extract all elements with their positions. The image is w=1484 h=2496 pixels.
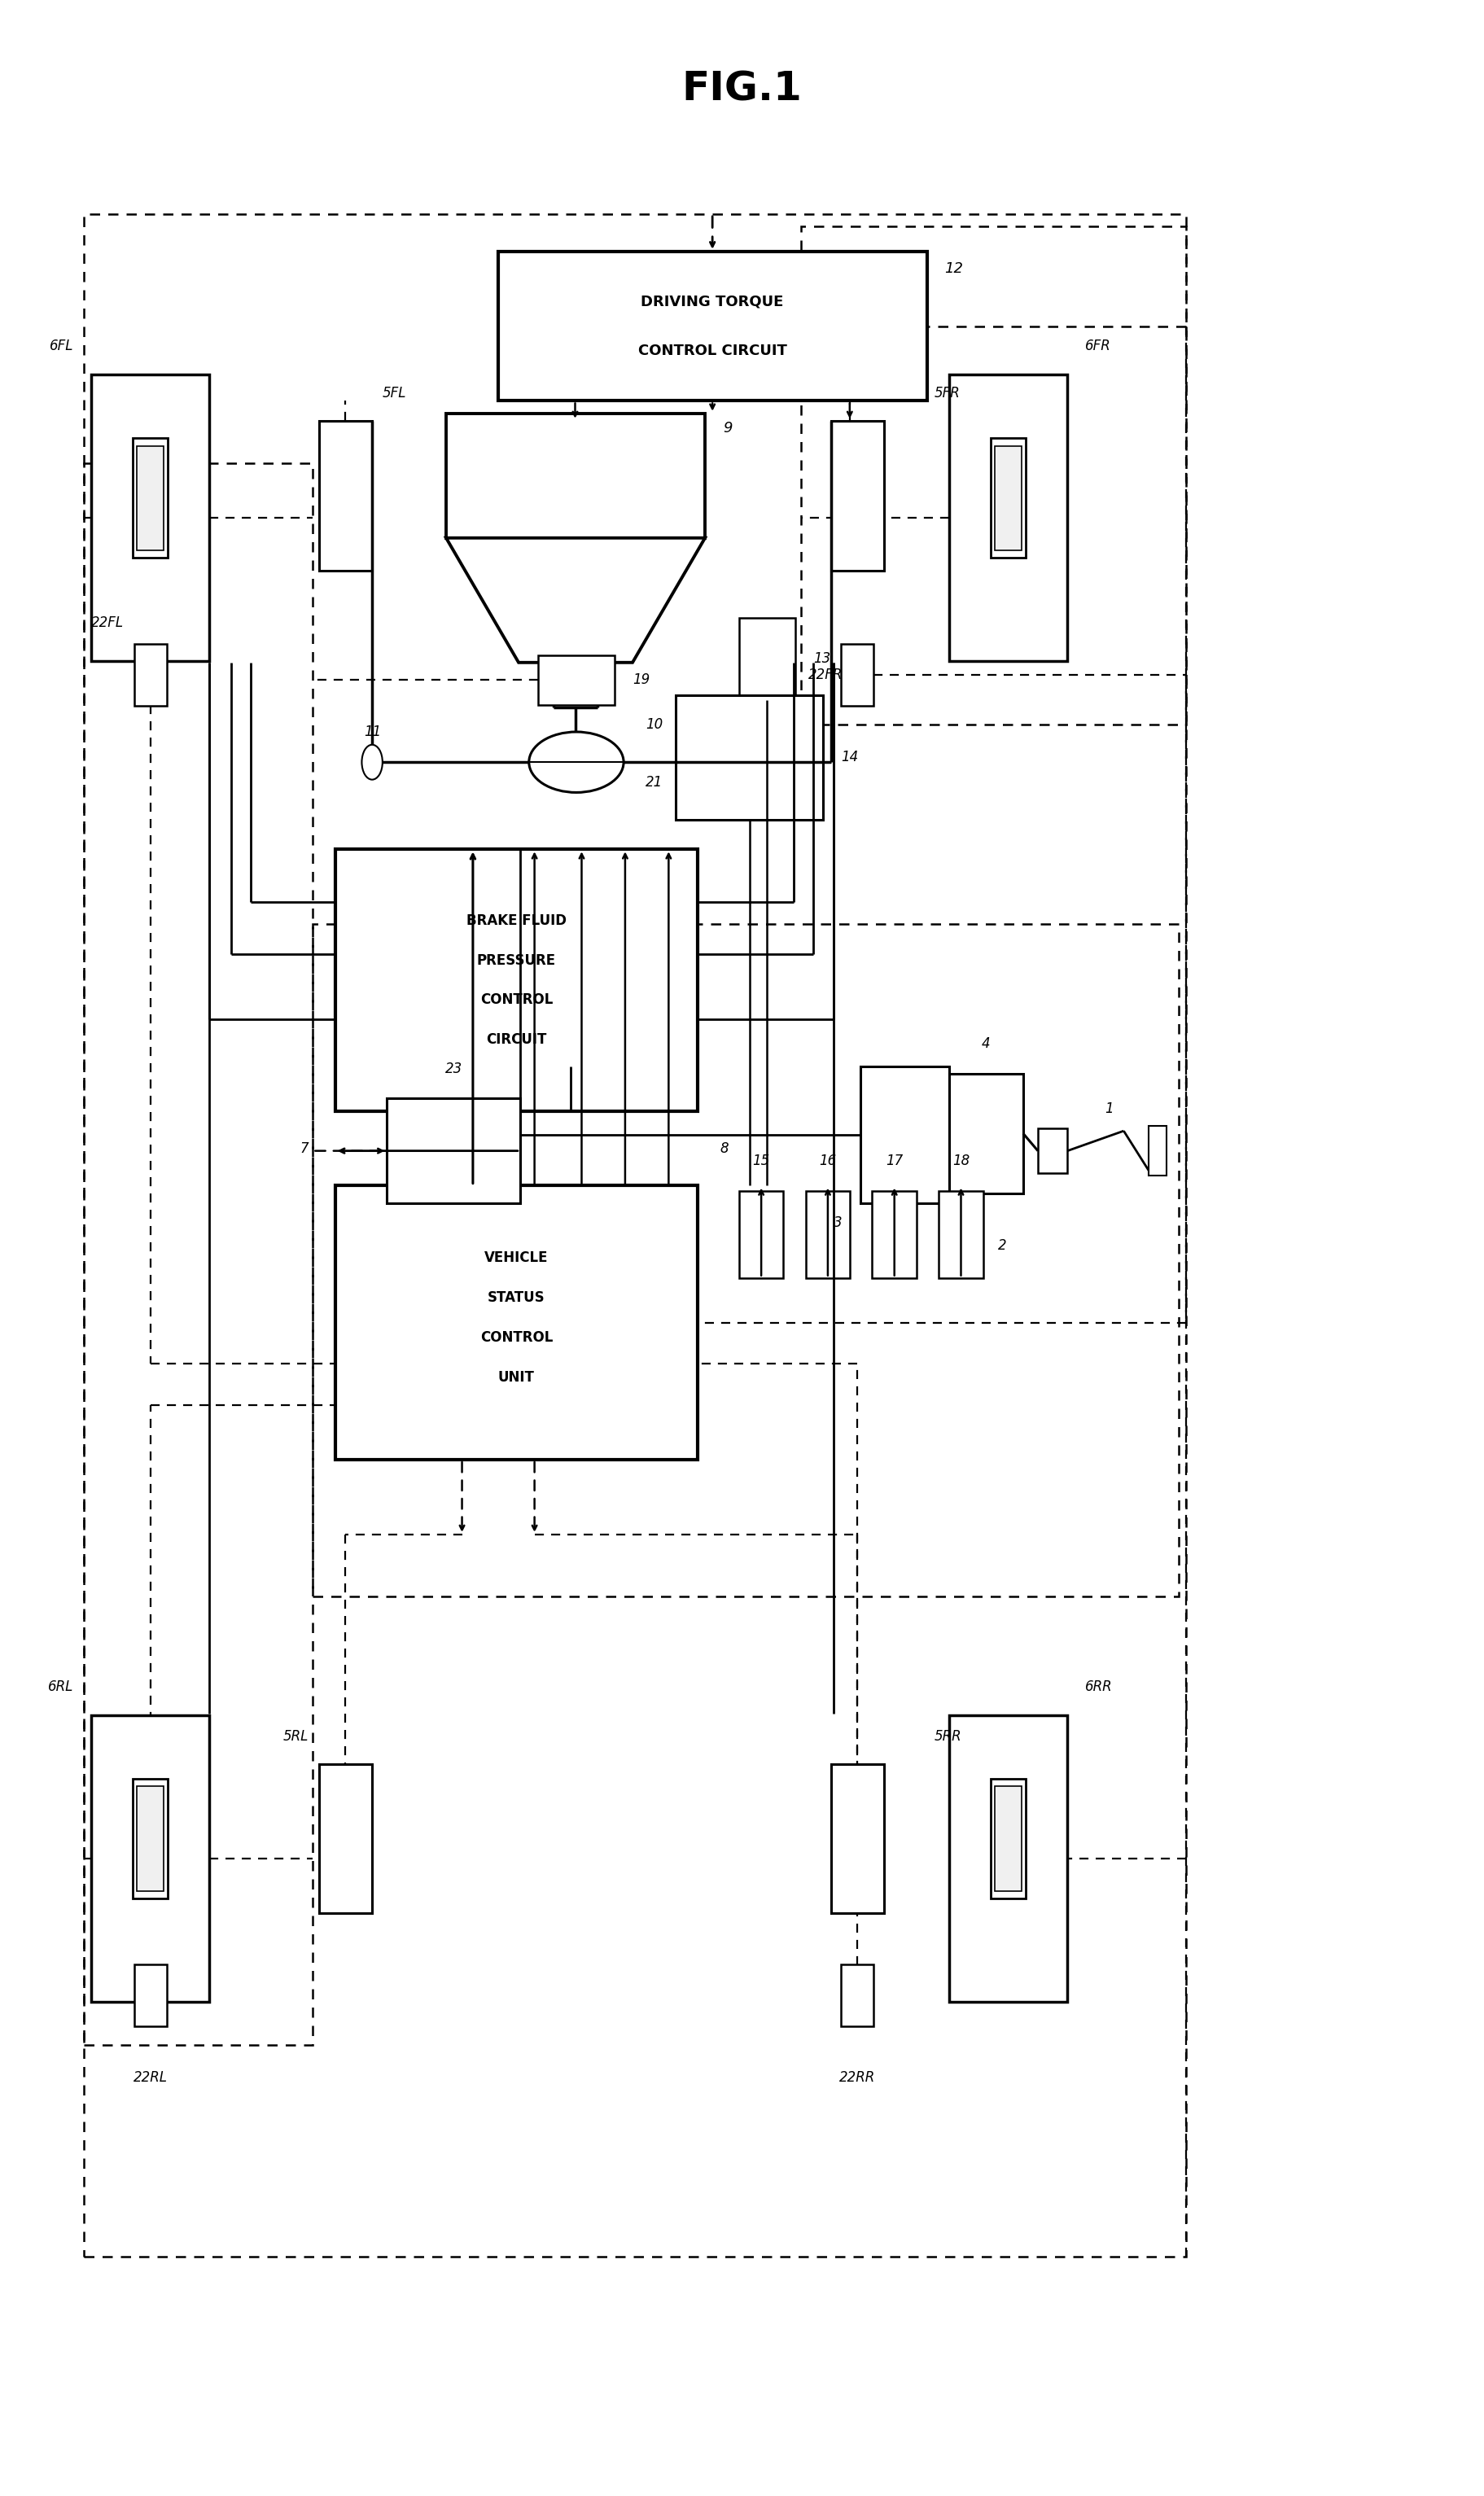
Text: DRIVING TORQUE: DRIVING TORQUE xyxy=(641,295,784,310)
Text: 22FL: 22FL xyxy=(91,617,123,629)
Bar xyxy=(499,252,928,402)
Text: 6FL: 6FL xyxy=(49,339,73,354)
Bar xyxy=(132,1780,168,1899)
Text: VEHICLE: VEHICLE xyxy=(484,1250,548,1265)
Bar xyxy=(806,1191,850,1278)
Text: 16: 16 xyxy=(819,1153,837,1168)
Text: PRESSURE: PRESSURE xyxy=(476,953,556,968)
Circle shape xyxy=(362,744,383,779)
Bar xyxy=(134,1964,166,2027)
Bar xyxy=(132,439,168,559)
Text: 1: 1 xyxy=(1104,1101,1113,1116)
Text: 9: 9 xyxy=(723,422,732,434)
Text: 22RL: 22RL xyxy=(134,2069,168,2084)
Text: 7: 7 xyxy=(300,1141,309,1156)
Bar xyxy=(994,1787,1021,1892)
Text: CONTROL CIRCUIT: CONTROL CIRCUIT xyxy=(638,344,787,359)
Text: 10: 10 xyxy=(646,719,663,731)
Text: 2: 2 xyxy=(997,1238,1006,1253)
Text: 22FR: 22FR xyxy=(809,666,843,681)
Bar xyxy=(447,414,705,539)
Bar xyxy=(841,644,874,706)
Bar xyxy=(950,374,1067,661)
Bar xyxy=(1037,1128,1067,1173)
Bar xyxy=(841,1964,874,2027)
Text: UNIT: UNIT xyxy=(499,1370,534,1385)
Text: 14: 14 xyxy=(841,749,858,764)
Text: CIRCUIT: CIRCUIT xyxy=(487,1033,546,1048)
Text: 13: 13 xyxy=(813,651,831,666)
Bar xyxy=(831,422,884,569)
Bar xyxy=(134,644,166,706)
Text: CONTROL: CONTROL xyxy=(479,993,552,1008)
Bar xyxy=(739,617,795,699)
Bar xyxy=(91,374,209,661)
Bar xyxy=(137,447,163,552)
Bar xyxy=(990,439,1025,559)
Bar xyxy=(91,1715,209,2002)
Text: 5FR: 5FR xyxy=(935,387,960,402)
Text: 19: 19 xyxy=(632,671,650,686)
Bar xyxy=(801,227,1186,724)
Text: 6RR: 6RR xyxy=(1085,1680,1113,1695)
Bar xyxy=(990,1780,1025,1899)
Polygon shape xyxy=(447,539,705,661)
Text: STATUS: STATUS xyxy=(488,1290,545,1305)
Text: 5FL: 5FL xyxy=(383,387,407,402)
Text: 18: 18 xyxy=(953,1153,969,1168)
Text: 6FR: 6FR xyxy=(1085,339,1112,354)
Text: 23: 23 xyxy=(445,1061,462,1076)
Bar xyxy=(335,849,697,1111)
Bar xyxy=(387,1098,519,1203)
Text: 6RL: 6RL xyxy=(47,1680,73,1695)
Bar xyxy=(83,464,313,2044)
Text: 17: 17 xyxy=(886,1153,904,1168)
Text: CONTROL: CONTROL xyxy=(479,1330,552,1345)
Bar xyxy=(950,1715,1067,2002)
Bar xyxy=(313,924,1178,1597)
Text: BRAKE FLUID: BRAKE FLUID xyxy=(466,914,567,929)
Bar xyxy=(1149,1126,1166,1176)
Text: FIG.1: FIG.1 xyxy=(681,70,803,110)
Text: 8: 8 xyxy=(720,1141,729,1156)
Text: 5RR: 5RR xyxy=(935,1730,962,1745)
Bar xyxy=(939,1191,984,1278)
Bar xyxy=(831,1765,884,1914)
Text: 22RR: 22RR xyxy=(840,2069,876,2084)
Bar xyxy=(319,422,372,569)
Bar xyxy=(137,1787,163,1892)
Text: 21: 21 xyxy=(646,774,663,789)
Bar xyxy=(873,1191,917,1278)
Text: 11: 11 xyxy=(364,724,381,739)
Bar xyxy=(335,1186,697,1460)
Bar xyxy=(675,694,824,819)
Bar xyxy=(739,1191,784,1278)
Text: 12: 12 xyxy=(945,262,963,277)
Text: 4: 4 xyxy=(982,1036,990,1051)
Bar xyxy=(83,215,1186,2256)
Ellipse shape xyxy=(528,731,623,791)
Bar xyxy=(537,654,614,704)
Bar xyxy=(994,447,1021,552)
Text: 3: 3 xyxy=(834,1216,843,1231)
Text: 15: 15 xyxy=(752,1153,770,1168)
Text: 5RL: 5RL xyxy=(283,1730,309,1745)
Bar xyxy=(861,1066,950,1203)
Bar xyxy=(319,1765,372,1914)
Bar xyxy=(950,1073,1022,1193)
